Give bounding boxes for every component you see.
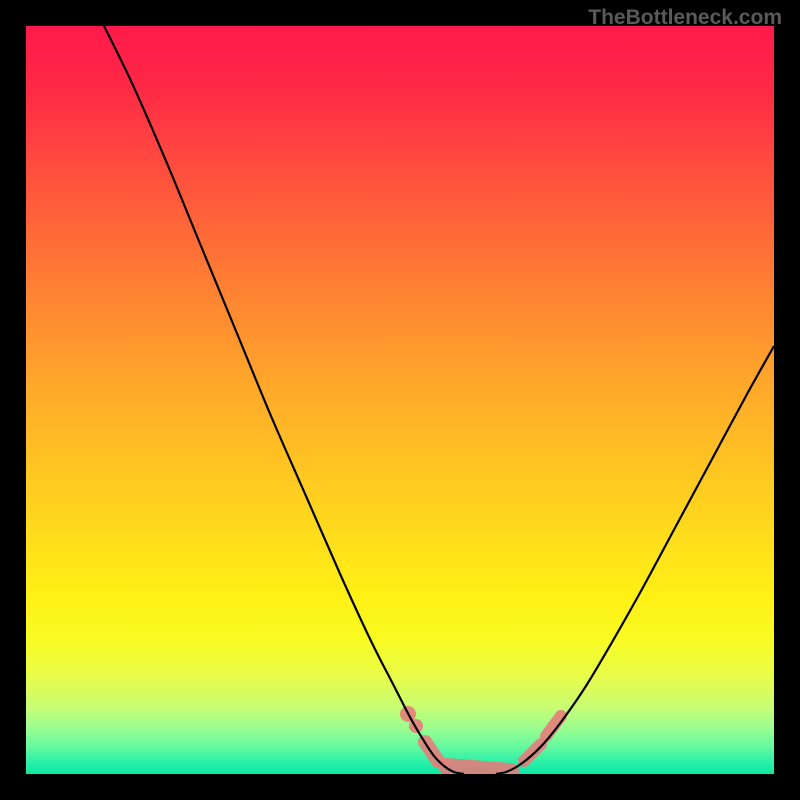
bottleneck-curve [26, 26, 774, 774]
watermark-text: TheBottleneck.com [588, 6, 782, 30]
plot-area [26, 26, 774, 774]
